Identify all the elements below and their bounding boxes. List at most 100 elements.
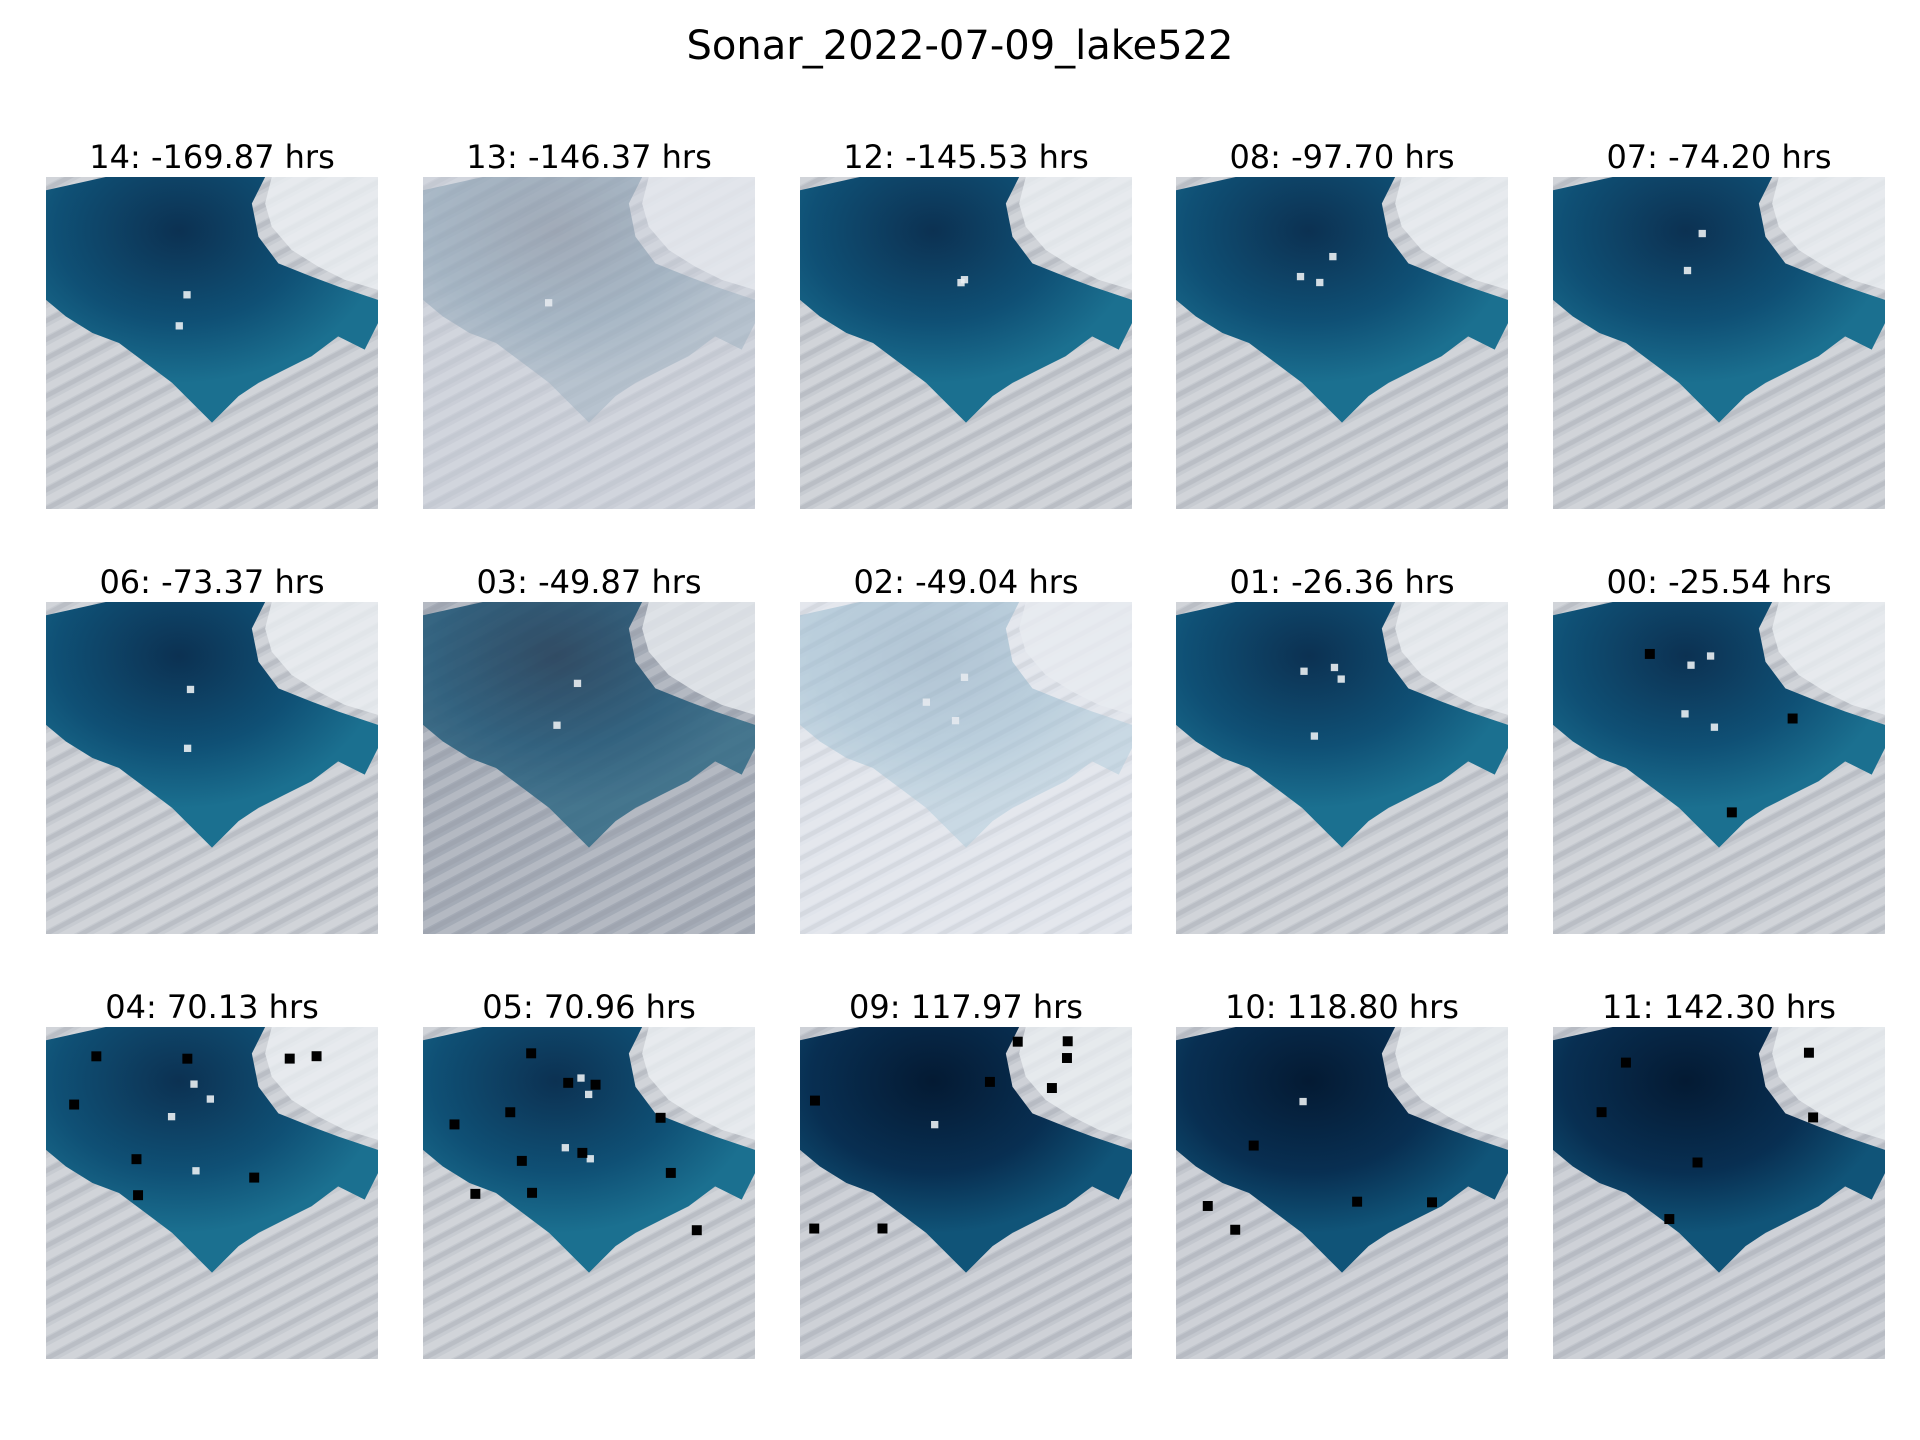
panel-title: 03: -49.87 hrs — [476, 563, 702, 601]
lake-thumbnail — [423, 602, 755, 934]
ice-corner — [1395, 602, 1508, 715]
bright-spot — [167, 1112, 176, 1121]
masked-pixel — [809, 1095, 820, 1106]
panel-title: 02: -49.04 hrs — [853, 563, 1079, 601]
masked-pixel — [1046, 1083, 1057, 1094]
bright-spot — [586, 1155, 594, 1163]
masked-pixel — [809, 1223, 820, 1234]
lake-thumbnail — [423, 1027, 755, 1359]
panel-title: 06: -73.37 hrs — [99, 563, 325, 601]
lake-water — [800, 177, 1132, 423]
lake-water — [1176, 177, 1508, 423]
panel-title: 13: -146.37 hrs — [466, 138, 712, 176]
figure-title: Sonar_2022-07-09_lake522 — [686, 23, 1234, 69]
satellite-image — [423, 602, 755, 934]
panel-title: 14: -169.87 hrs — [89, 138, 335, 176]
lake-water — [800, 602, 1132, 848]
bright-spot — [1329, 252, 1337, 261]
masked-pixel — [249, 1172, 260, 1183]
masked-pixel — [526, 1048, 537, 1059]
panel-title: 07: -74.20 hrs — [1606, 138, 1832, 176]
masked-pixel — [1787, 713, 1798, 724]
bright-spot — [960, 673, 969, 681]
ice-corner — [265, 177, 378, 290]
lake-thumbnail — [1176, 602, 1508, 934]
bright-spot — [922, 698, 931, 706]
bright-spot — [573, 679, 582, 688]
lake-water — [1176, 602, 1508, 848]
bright-spot — [1681, 710, 1689, 718]
bright-spot — [1299, 1097, 1307, 1106]
lake-water — [46, 1027, 378, 1273]
lake-thumbnail — [46, 177, 378, 509]
masked-pixel — [91, 1051, 102, 1062]
satellite-image — [1553, 602, 1885, 934]
lake-thumbnail — [800, 602, 1132, 934]
masked-pixel — [133, 1190, 144, 1201]
panel-title: 00: -25.54 hrs — [1606, 563, 1832, 601]
bright-spot — [1683, 266, 1692, 275]
lake-thumbnail — [800, 1027, 1132, 1359]
masked-pixel — [527, 1187, 538, 1198]
masked-pixel — [1248, 1140, 1259, 1151]
satellite-image — [46, 602, 378, 934]
masked-pixel — [1726, 807, 1737, 818]
lake-thumbnail — [1553, 602, 1885, 934]
ice-corner — [1395, 1027, 1508, 1140]
bright-spot — [931, 1120, 939, 1129]
masked-pixel — [1803, 1047, 1814, 1058]
bright-spot — [1296, 272, 1305, 281]
masked-pixel — [1620, 1057, 1631, 1068]
bright-spot — [1698, 229, 1706, 238]
panel-title: 09: 117.97 hrs — [849, 988, 1083, 1026]
bright-spot — [175, 322, 183, 330]
lake-water — [800, 1027, 1132, 1273]
satellite-image — [800, 177, 1132, 509]
lake-thumbnail — [46, 1027, 378, 1359]
satellite-image — [800, 1027, 1132, 1359]
bright-spot — [1687, 661, 1695, 669]
satellite-image — [1553, 1027, 1885, 1359]
bright-spot — [192, 1167, 200, 1175]
lake-water — [423, 1027, 755, 1273]
lake-water — [46, 177, 378, 423]
bright-spot — [561, 1144, 569, 1152]
ice-corner — [1019, 177, 1132, 290]
masked-pixel — [131, 1154, 142, 1165]
satellite-image — [423, 1027, 755, 1359]
ice-corner — [642, 602, 755, 715]
panel-title: 01: -26.36 hrs — [1229, 563, 1455, 601]
masked-pixel — [1012, 1036, 1023, 1047]
cloud-haze — [423, 602, 755, 934]
panel-title: 08: -97.70 hrs — [1229, 138, 1455, 176]
bright-spot — [1316, 278, 1324, 287]
bright-spot — [190, 1080, 198, 1088]
bright-spot — [206, 1095, 215, 1103]
ice-corner — [1019, 1027, 1132, 1140]
masked-pixel — [1692, 1157, 1703, 1168]
bright-spot — [186, 685, 195, 694]
bright-spot — [1706, 652, 1715, 660]
bright-spot — [1337, 675, 1345, 683]
masked-pixel — [1352, 1196, 1363, 1207]
masked-pixel — [984, 1076, 995, 1087]
ice-corner — [1019, 602, 1132, 715]
bright-spot — [1300, 667, 1308, 675]
masked-pixel — [1664, 1214, 1675, 1225]
lake-thumbnail — [46, 602, 378, 934]
bright-spot — [544, 299, 553, 307]
masked-pixel — [1427, 1197, 1438, 1208]
masked-pixel — [470, 1188, 481, 1199]
satellite-image — [1176, 1027, 1508, 1359]
bright-spot — [183, 744, 192, 752]
lake-thumbnail — [800, 177, 1132, 509]
satellite-image — [46, 177, 378, 509]
masked-pixel — [1230, 1224, 1241, 1235]
bright-spot — [183, 291, 191, 299]
bright-spot — [1710, 723, 1719, 731]
lake-thumbnail — [1176, 177, 1508, 509]
lake-water — [1553, 177, 1885, 423]
masked-pixel — [182, 1053, 193, 1064]
bright-spot — [584, 1090, 593, 1099]
satellite-image — [423, 177, 755, 509]
